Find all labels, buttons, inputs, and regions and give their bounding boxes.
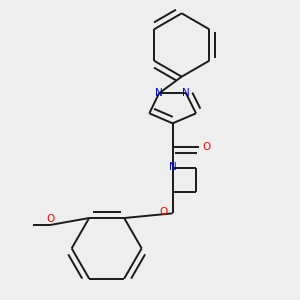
Text: N: N xyxy=(182,88,190,98)
Text: N: N xyxy=(155,88,163,98)
Text: O: O xyxy=(159,207,167,217)
Text: N: N xyxy=(169,162,176,172)
Text: O: O xyxy=(202,142,211,152)
Text: O: O xyxy=(46,214,55,224)
